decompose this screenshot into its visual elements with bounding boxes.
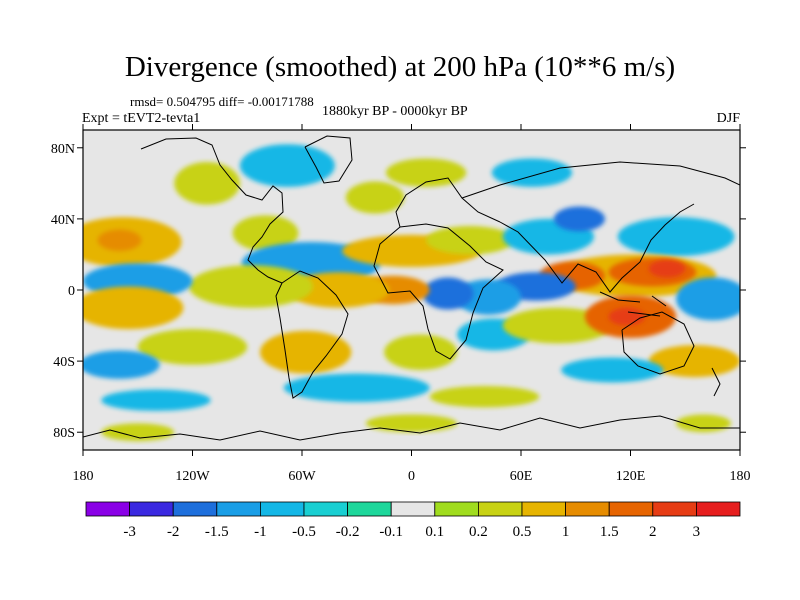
contour-region-6	[491, 158, 573, 187]
south-america-coast	[275, 270, 349, 399]
contour-region-26	[137, 329, 248, 365]
contour-region-33	[608, 307, 646, 326]
contour-region-13	[617, 217, 735, 257]
contour-region-23	[188, 265, 313, 308]
stats-line: rmsd= 0.504795 diff= -0.00171788	[130, 94, 314, 109]
contour-region-38	[429, 386, 540, 408]
greenland-coast	[304, 135, 353, 184]
x-tick-label: 180	[73, 469, 94, 484]
colorbar-label: 2	[649, 524, 657, 540]
contour-region-25	[83, 286, 184, 330]
antarctica-coast	[83, 415, 740, 441]
x-tick-label: 120E	[616, 469, 646, 484]
x-tick-label: 120W	[175, 469, 210, 484]
colorbar-label: -3	[123, 524, 136, 540]
experiment-label: Expt = tEVT2-tevta1	[82, 111, 201, 126]
contour-region-27	[83, 350, 160, 379]
contour-region-22	[287, 272, 390, 308]
colorbar-label: -1	[254, 524, 267, 540]
colorbar-label: 0.1	[425, 524, 444, 540]
coastlines	[83, 135, 740, 441]
x-axis: 180 120W 60W 0 60E 120E 180	[73, 124, 751, 484]
season-label: DJF	[716, 111, 740, 126]
colorbar-swatch-0	[85, 501, 130, 517]
colorbar-swatch-4	[259, 501, 305, 517]
colorbar-swatch-7	[390, 501, 436, 517]
indonesia-coast	[599, 291, 667, 317]
contour-region-5	[385, 158, 467, 187]
australia-coast	[621, 311, 695, 375]
y-tick-label: 80N	[51, 142, 75, 157]
colorbar-swatch-12	[608, 501, 654, 517]
colorbar-label: -0.1	[379, 524, 403, 540]
contour-region-4	[345, 181, 405, 214]
contour-region-16	[648, 259, 686, 278]
contour-region-35	[648, 345, 740, 378]
contour-region-20	[422, 277, 474, 310]
contour-region-36	[561, 357, 664, 383]
colorbar: -3 -2 -1.5 -1 -0.5 -0.2 -0.1 0.1 0.2 0.5 1 1.5 2 3	[85, 501, 741, 540]
x-tick-label: 60E	[510, 469, 533, 484]
contour-fields	[83, 144, 740, 442]
contour-region-1	[97, 229, 142, 251]
contour-region-28	[260, 330, 352, 374]
colorbar-label: -1.5	[205, 524, 229, 540]
x-tick-label: 60W	[288, 469, 316, 484]
colorbar-swatch-10	[521, 501, 566, 517]
africa-coast	[373, 223, 504, 360]
contour-region-10	[426, 226, 514, 255]
colorbar-swatch-8	[434, 501, 479, 517]
colorbar-swatch-5	[303, 501, 348, 517]
contour-region-2	[174, 162, 240, 205]
y-tick-label: 40N	[51, 213, 75, 228]
colorbar-label: -2	[167, 524, 180, 540]
colorbar-swatch-6	[347, 501, 392, 517]
contour-region-37	[283, 373, 430, 402]
colorbar-label: 3	[693, 524, 701, 540]
colorbar-swatch-14	[696, 501, 741, 517]
colorbar-swatch-2	[172, 501, 218, 517]
x-tick-label: 0	[408, 469, 415, 484]
colorbar-swatch-13	[652, 501, 697, 517]
new-zealand-coast	[711, 367, 721, 397]
colorbar-label: 0.2	[469, 524, 488, 540]
colorbar-swatch-3	[216, 501, 261, 517]
colorbar-label: 1	[562, 524, 570, 540]
y-tick-label: 40S	[53, 355, 75, 370]
colorbar-swatch-11	[565, 501, 610, 517]
contour-region-39	[101, 389, 211, 411]
chart-title: Divergence (smoothed) at 200 hPa (10**6 …	[124, 51, 676, 83]
north-america-coast	[140, 137, 284, 284]
colorbar-label: 1.5	[600, 524, 619, 540]
contour-region-12	[553, 206, 605, 232]
asia-coast	[461, 161, 740, 293]
y-axis: 80N 40N 0 40S 80S	[51, 142, 746, 441]
colorbar-label: 0.5	[513, 524, 532, 540]
y-tick-label: 0	[68, 284, 75, 299]
contour-region-7	[232, 215, 299, 251]
colorbar-swatch-1	[129, 501, 174, 517]
x-tick-label: 180	[730, 469, 751, 484]
y-tick-label: 80S	[53, 426, 75, 441]
europe-coast	[395, 177, 501, 228]
contour-region-41	[101, 423, 175, 442]
period-label: 1880kyr BP - 0000kyr BP	[322, 104, 468, 119]
contour-region-34	[676, 277, 740, 321]
contour-region-29	[384, 334, 458, 370]
colorbar-swatch-9	[477, 501, 523, 517]
contour-region-40	[365, 414, 458, 433]
colorbar-label: -0.2	[336, 524, 360, 540]
colorbar-label: -0.5	[292, 524, 316, 540]
contour-region-3	[239, 144, 335, 187]
